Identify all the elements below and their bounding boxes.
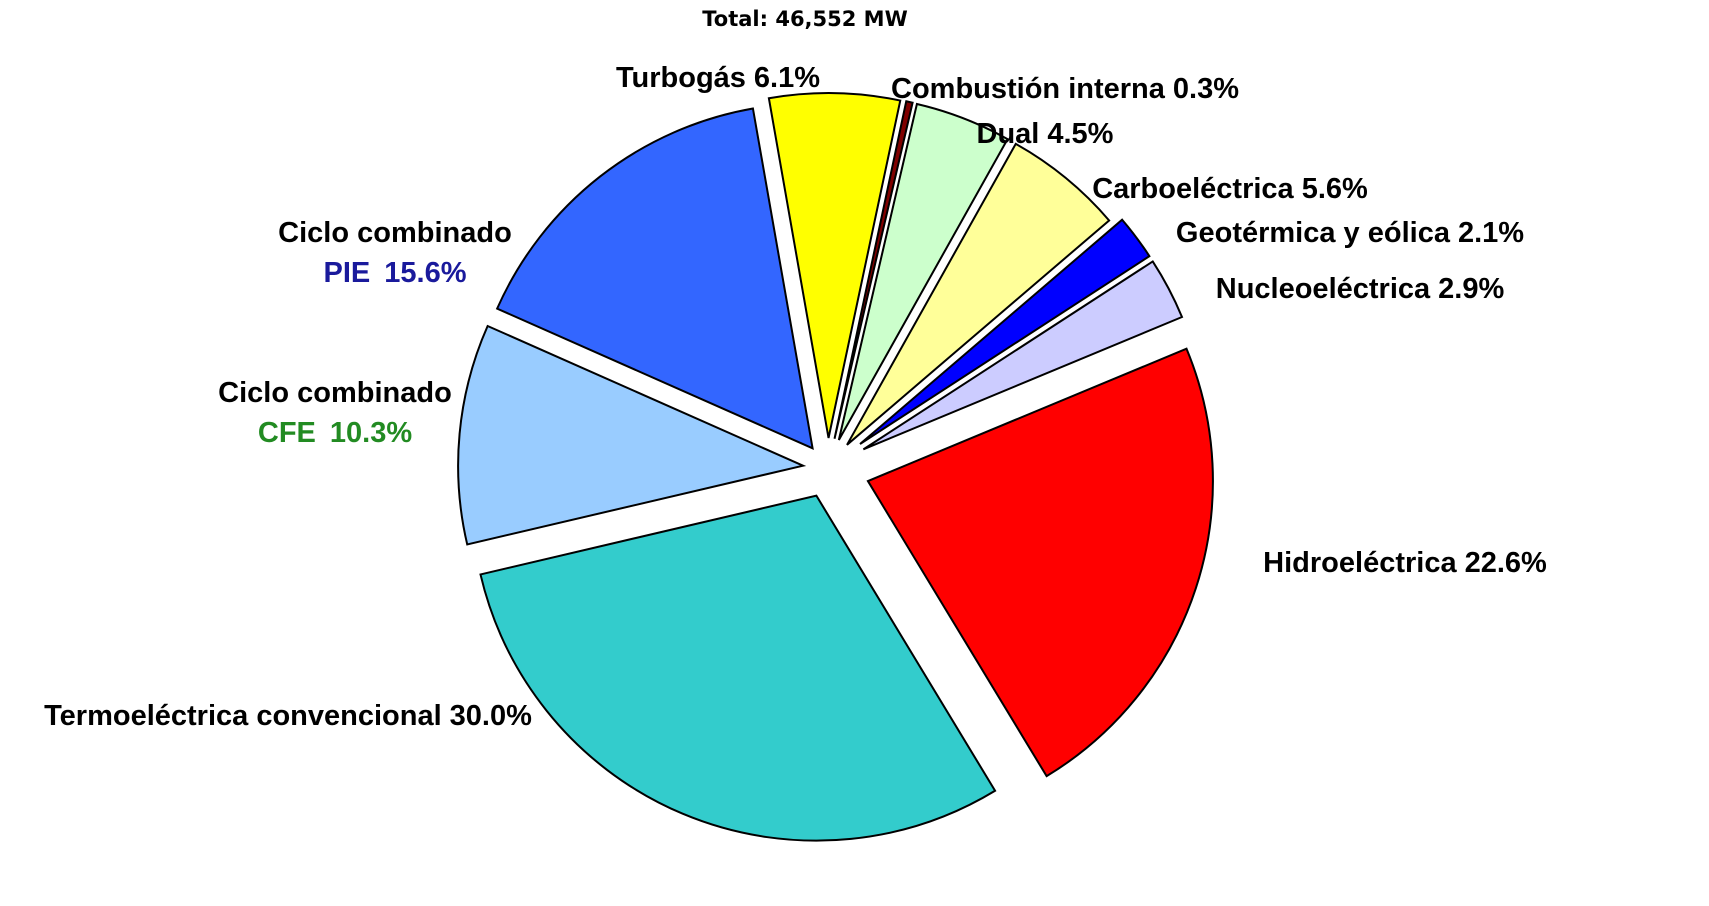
value-label: 0.3% <box>1173 73 1239 105</box>
slice-label: Geotérmica y eólica 2.1% <box>1176 217 1524 249</box>
value-label: 5.6% <box>1302 173 1368 205</box>
slice-label: Ciclo combinado CFE 10.3% <box>218 377 452 449</box>
value-label: 6.1% <box>754 62 820 94</box>
value-label: 30.0% <box>450 700 532 732</box>
category-label: Dual <box>977 118 1040 150</box>
pie-slice <box>866 347 1214 778</box>
category-label: Hidroeléctrica <box>1263 547 1457 579</box>
chart-title: Total: 46,552 MW <box>702 7 908 31</box>
slice-label: Combustión interna 0.3% <box>891 73 1239 105</box>
pie-slice <box>859 218 1151 445</box>
pie-slice <box>862 260 1184 451</box>
pie-slice <box>837 102 1009 441</box>
slice-label: Nucleoeléctrica 2.9% <box>1216 273 1505 305</box>
category-label: Ciclo combinado CFE <box>218 377 452 449</box>
pie-slice <box>846 142 1111 446</box>
slice-label: Turbogás 6.1% <box>616 62 820 94</box>
value-label: 22.6% <box>1465 547 1547 579</box>
value-label: 10.3% <box>330 417 412 449</box>
category-label: Combustión interna <box>891 73 1166 105</box>
category-label: Geotérmica y eólica <box>1176 217 1451 249</box>
category-label: Termoeléctrica convencional <box>44 700 442 732</box>
category-label: Ciclo combinado PIE <box>278 217 512 289</box>
slice-label: Dual 4.5% <box>977 118 1114 150</box>
slice-label: Ciclo combinado PIE 15.6% <box>278 217 512 289</box>
pie-slice <box>833 100 914 439</box>
value-label: 2.9% <box>1438 273 1504 305</box>
pie-slice <box>457 324 807 546</box>
category-label: Carboeléctrica <box>1092 173 1294 205</box>
category-label: Turbogás <box>616 62 746 94</box>
slice-label: Termoeléctrica convencional 30.0% <box>44 700 532 732</box>
slice-label: Carboeléctrica 5.6% <box>1092 173 1368 205</box>
value-label: 4.5% <box>1047 118 1113 150</box>
category-label: Nucleoeléctrica <box>1216 273 1431 305</box>
pie-slice <box>479 494 997 842</box>
pie-slice <box>767 92 902 439</box>
value-label: 2.1% <box>1458 217 1524 249</box>
slice-label: Hidroeléctrica 22.6% <box>1263 547 1547 579</box>
value-label: 15.6% <box>384 257 466 289</box>
pie-slice <box>495 107 814 450</box>
